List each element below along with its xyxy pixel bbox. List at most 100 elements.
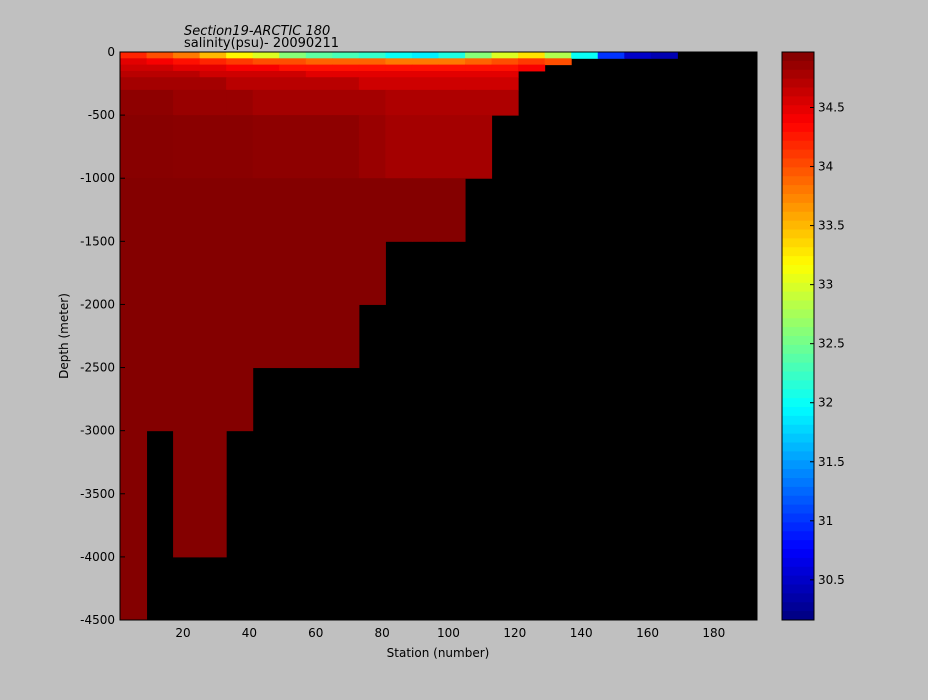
heatmap-cell [491,64,519,72]
y-tick-label: -3000 [80,424,115,438]
heatmap-cell [279,241,307,305]
heatmap-cell [252,64,280,72]
heatmap-cell [279,77,307,91]
colorbar-swatch [782,256,814,266]
colorbar-swatch [782,549,814,559]
colorbar-swatch [782,123,814,133]
colorbar-swatch [782,540,814,550]
colorbar-swatch [782,442,814,452]
x-tick-label: 180 [702,626,725,640]
heatmap-cell [279,115,307,179]
colorbar-swatch [782,69,814,80]
colorbar-swatch [782,273,814,284]
heatmap-cell [305,178,333,242]
heatmap-cell [385,178,413,242]
colorbar-swatch [782,424,814,435]
heatmap-cell [173,52,201,59]
colorbar-swatch [782,575,814,585]
heatmap-cell [146,115,174,179]
colorbar-swatch [782,52,814,62]
colorbar-swatch [782,415,814,426]
heatmap-cell [199,115,227,179]
heatmap-cell [358,58,386,66]
heatmap-cell [173,430,201,495]
colorbar-swatch [782,451,814,461]
heatmap-cell [411,58,439,66]
heatmap-cell [252,77,280,91]
colorbar-swatch [782,78,814,88]
heatmap-cell [226,52,254,59]
heatmap-cell [120,367,148,432]
y-tick-label: -4500 [80,613,115,627]
heatmap-cell [332,241,360,305]
heatmap-cell [146,64,174,72]
heatmap-cell [332,52,360,59]
heatmap-cell [465,89,493,116]
heatmap-cell [385,89,413,116]
colorbar-swatch [782,167,814,177]
y-tick-label: -500 [88,108,115,122]
colorbar-swatch [782,96,814,106]
colorbar-swatch [782,584,814,594]
colorbar-tick-label: 34 [818,160,833,174]
colorbar-swatch [782,336,814,346]
heatmap-cell [252,115,280,179]
heatmap-cell [120,115,148,179]
heatmap-cell [252,89,280,116]
heatmap-cell [438,89,466,116]
heatmap-cell [199,304,227,369]
heatmap-cell [358,115,386,179]
colorbar-swatch [782,158,814,168]
y-tick-label: -1000 [80,171,115,185]
heatmap-cell [332,58,360,66]
heatmap-cell [146,58,174,66]
colorbar-swatch [782,149,814,159]
heatmap-cell [226,241,254,305]
colorbar-swatch [782,300,814,310]
colorbar-swatch [782,247,814,257]
heatmap-cell [332,64,360,72]
heatmap-cell [332,77,360,91]
heatmap-cell [438,77,466,91]
colorbar-swatch [782,380,814,390]
heatmap-cell [173,493,201,558]
heatmap-cell [465,52,493,59]
heatmap-cell [358,64,386,72]
heatmap-cell [173,58,201,66]
colorbar-swatch [782,407,814,417]
heatmap-cell [465,115,493,179]
heatmap-cell [252,58,280,66]
heatmap-cell [173,241,201,305]
y-tick-label: -4000 [80,550,115,564]
heatmap-cell [491,52,519,59]
heatmap-cell [358,52,386,59]
heatmap-cell [279,58,307,66]
heatmap-cell [173,64,201,72]
colorbar-tick-label: 32.5 [818,337,845,351]
heatmap-cell [358,178,386,242]
colorbar-swatch [782,238,814,248]
colorbar-swatch [782,176,814,186]
colorbar-swatch [782,531,814,541]
heatmap-cell [252,241,280,305]
heatmap-cell [226,367,254,432]
heatmap-cell [279,64,307,72]
x-tick-label: 140 [570,626,593,640]
heatmap-cell [120,241,148,305]
colorbar-swatch [782,60,814,71]
heatmap-cell [120,304,148,369]
colorbar-swatch [782,140,814,151]
heatmap-cell [252,52,280,59]
colorbar-swatch [782,344,814,355]
colorbar-swatch [782,557,814,568]
heatmap-cell [518,64,546,72]
heatmap-cell [120,430,148,495]
heatmap-cell [173,367,201,432]
heatmap-cell [279,89,307,116]
heatmap-cell [624,52,652,59]
heatmap-cell [120,70,148,78]
heatmap-cell [465,70,493,78]
heatmap-cell [305,77,333,91]
heatmap-cell [597,52,625,59]
heatmap-cell [120,89,148,116]
